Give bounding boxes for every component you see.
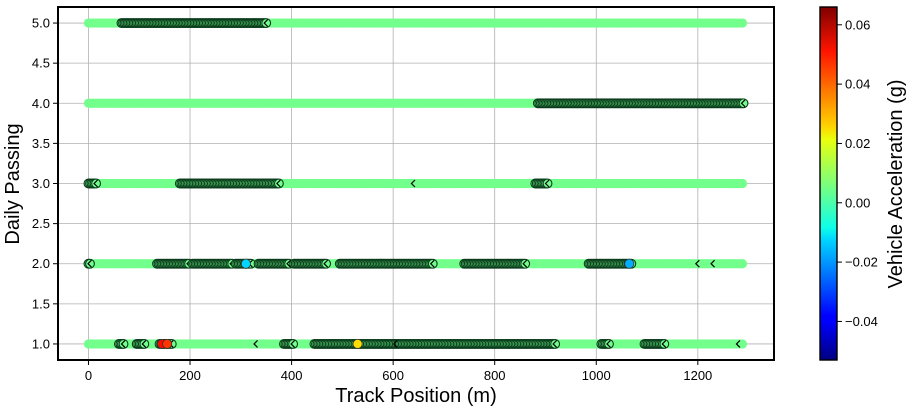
data-point-marker (323, 259, 329, 268)
data-point-marker (552, 340, 558, 348)
data-point (737, 259, 748, 269)
data-point-marker (120, 340, 126, 348)
colorbar-axis: −0.04 −0.02 0.00 0.02 0.04 0.06 (837, 17, 878, 329)
data-point-highlight (624, 258, 635, 269)
series-row (83, 18, 748, 28)
x-tick-label: 0 (85, 368, 92, 383)
y-axis-title: Daily Passing (2, 123, 24, 244)
data-point-marker (710, 259, 715, 268)
y-tick-label: 2.5 (32, 216, 50, 231)
y-tick-label: 5.0 (32, 16, 50, 31)
data-point-dense (139, 339, 150, 349)
data-point-dense (288, 339, 299, 349)
x-tick-label: 600 (382, 368, 404, 383)
data-point-highlight (240, 258, 251, 269)
y-axis: 1.0 1.5 2.0 2.5 3.0 3.5 4.0 4.5 5.0 (32, 16, 58, 351)
data-point-marker (286, 259, 291, 268)
colorbar-tick-label: 0.04 (845, 77, 870, 92)
y-tick-label: 2.0 (32, 256, 50, 271)
data-point-dense (550, 339, 561, 349)
x-tick-label: 800 (484, 368, 506, 383)
data-point-marker (544, 179, 550, 188)
data-point-dense (520, 258, 531, 269)
data-point-marker (290, 340, 296, 348)
y-tick-label: 3.5 (32, 136, 50, 151)
data-point-marker (141, 340, 147, 348)
data-point-dense (738, 98, 749, 109)
colorbar-tick-label: 0.06 (845, 17, 870, 32)
colorbar-gradient (819, 6, 838, 361)
data-point-dense (659, 339, 670, 349)
y-tick-label: 4.0 (32, 96, 50, 111)
data-point-marker (694, 259, 700, 268)
data-point-dense (85, 258, 95, 269)
data-point-marker (606, 340, 611, 348)
y-tick-label: 1.5 (32, 296, 50, 311)
data-point-marker (87, 259, 92, 268)
data-point-marker (253, 340, 258, 348)
data-point (737, 178, 748, 189)
colorbar-tick-label: 0.02 (845, 136, 870, 151)
data-point-dense (91, 178, 102, 189)
y-tick-label: 4.5 (32, 56, 50, 71)
x-tick-label: 400 (281, 368, 303, 383)
data-point-marker (410, 179, 416, 188)
x-axis: 0 200 400 600 800 1000 1200 (85, 360, 712, 383)
data-point (737, 339, 748, 349)
data-point-dense (118, 339, 129, 349)
data-point-marker (740, 99, 746, 108)
data-point-highlight (352, 338, 363, 349)
data-point-dense (273, 178, 284, 189)
x-tick-label: 1200 (683, 368, 712, 383)
series-row (83, 178, 748, 189)
data-point-marker (735, 340, 741, 348)
series-row (83, 258, 748, 269)
data-point (737, 18, 748, 28)
data-point-marker (522, 259, 528, 268)
y-tick-label: 3.0 (32, 176, 50, 191)
data-point-marker (93, 179, 99, 188)
x-tick-label: 200 (179, 368, 201, 383)
data-point-marker (392, 340, 398, 348)
data-point-marker (263, 19, 269, 27)
series-row (83, 338, 748, 349)
data-point-dense (261, 18, 272, 28)
colorbar-tick-label: 0.00 (845, 195, 870, 210)
colorbar-tick-label: −0.02 (845, 255, 878, 270)
data-point-marker (661, 340, 667, 348)
data-point-dense (542, 178, 553, 189)
colorbar-title: Vehicle Acceleration (g) (885, 79, 907, 288)
x-axis-title: Track Position (m) (335, 385, 497, 407)
data-point-dense (321, 258, 332, 269)
y-tick-label: 1.0 (32, 336, 50, 351)
data-point-dense (604, 339, 614, 349)
data-point-dense (427, 258, 438, 269)
data-point-marker (429, 259, 435, 268)
colorbar-tick-label: −0.04 (845, 314, 878, 329)
data-point-marker (276, 179, 281, 188)
series-row (83, 98, 749, 109)
x-tick-label: 1000 (582, 368, 611, 383)
data-point-highlight (162, 338, 173, 349)
plot-area (83, 18, 749, 349)
